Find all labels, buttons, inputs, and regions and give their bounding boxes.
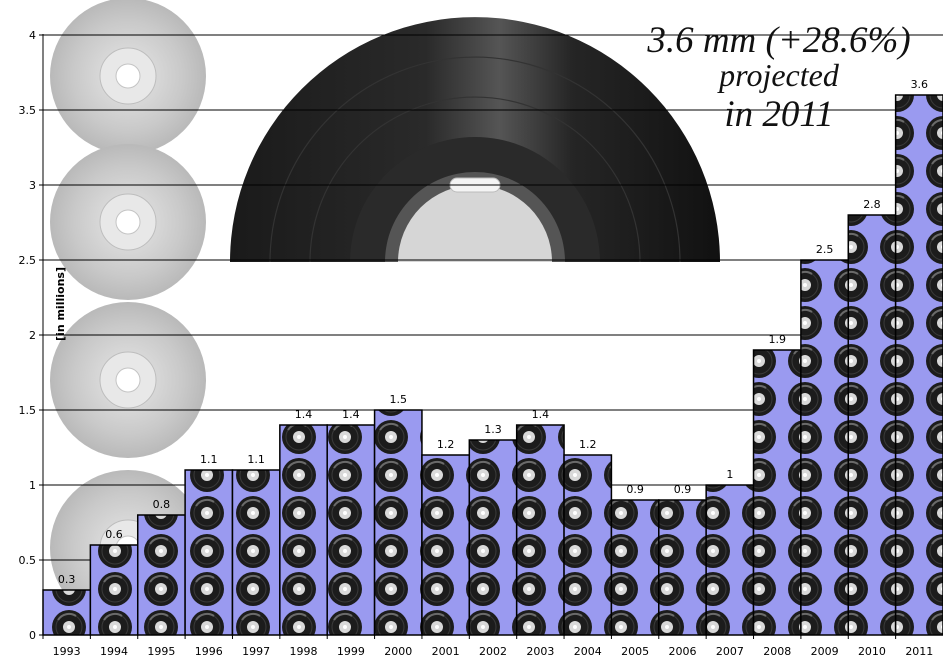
bar-1993 [42,589,92,636]
x-tick-label: 2006 [668,645,696,658]
bar-1998 [279,424,328,636]
data-label: 0.3 [58,573,76,586]
annotation-line-2: projected [717,57,840,93]
y-tick-label: 1 [29,479,36,492]
bar-2011 [894,94,943,636]
bars [42,94,943,636]
x-tick-label: 2004 [574,645,602,658]
x-tick-label: 2001 [432,645,460,658]
bar-2005 [610,499,660,636]
y-tick-label: 3.5 [19,104,37,117]
y-tick-label: 4 [29,29,36,42]
data-label: 2.5 [816,243,834,256]
x-tick-label: 2010 [858,645,886,658]
headline-annotation: 3.6 mm (+28.6%) projected in 2011 [646,20,910,135]
x-tick-label: 1994 [100,645,128,658]
y-tick-label: 0 [29,629,36,642]
x-tick-label: 2005 [621,645,649,658]
data-label: 1.1 [247,453,265,466]
annotation-line-1: 3.6 mm (+28.6%) [646,20,910,61]
data-label: 1.2 [579,438,597,451]
data-label: 3.6 [911,78,929,91]
x-tick-label: 2011 [905,645,933,658]
bar-1997 [231,469,281,636]
data-label: 0.9 [626,483,644,496]
x-tick-label: 1998 [290,645,318,658]
x-tick-label: 1999 [337,645,365,658]
bar-2000 [373,409,423,636]
bar-2007 [705,484,755,636]
x-tick-label: 2009 [811,645,839,658]
bar-2004 [563,454,613,636]
bar-2009 [800,259,850,636]
bar-2006 [658,499,707,636]
x-tick-label: 2007 [716,645,744,658]
data-label: 0.6 [105,528,123,541]
x-tick-label: 1996 [195,645,223,658]
data-label: 1.4 [295,408,313,421]
y-tick-label: 3 [29,179,36,192]
bar-2001 [421,454,471,636]
x-tick-label: 1993 [53,645,81,658]
y-tick-label: 2.5 [19,254,37,267]
data-label: 1.4 [532,408,550,421]
data-labels: 0.3 0.6 0.8 1.1 1.1 1.4 1.4 1.5 1.2 1.3 1.4 1.2 0.9 0… [58,78,928,586]
annotation-line-3: in 2011 [724,94,833,135]
x-tick-label: 1995 [147,645,175,658]
bar-1994 [89,544,139,636]
y-axis-label: [in millions] [54,267,67,341]
y-ticks: 0 0.5 1 1.5 2 2.5 3 3.5 4 [19,29,43,642]
y-tick-label: 0.5 [19,554,37,567]
data-label: 1.3 [484,423,502,436]
x-tick-label: 2008 [763,645,791,658]
data-label: 2.8 [863,198,881,211]
bar-2008 [752,349,802,636]
x-tick-label: 1997 [242,645,270,658]
data-label: 1.9 [768,333,786,346]
bar-2003 [515,424,565,636]
bar-1996 [184,469,234,636]
data-label: 1.1 [200,453,218,466]
data-label: 1.5 [390,393,408,406]
data-label: 1.2 [437,438,455,451]
bar-2002 [468,439,518,636]
x-ticks: 1993 1994 1995 1996 1997 1998 1999 2000 2001 2002… [42,635,933,658]
data-label: 1.4 [342,408,360,421]
bar-1999 [326,424,376,636]
data-label: 0.8 [153,498,171,511]
data-label: 0.9 [674,483,692,496]
y-tick-label: 2 [29,329,36,342]
bar-1995 [136,514,186,636]
vinyl-record-decoration [230,17,720,263]
bar-2010 [847,214,897,636]
x-tick-label: 2003 [526,645,554,658]
x-tick-label: 2000 [384,645,412,658]
x-tick-label: 2002 [479,645,507,658]
data-label: 1 [726,468,733,481]
y-tick-label: 1.5 [19,404,37,417]
